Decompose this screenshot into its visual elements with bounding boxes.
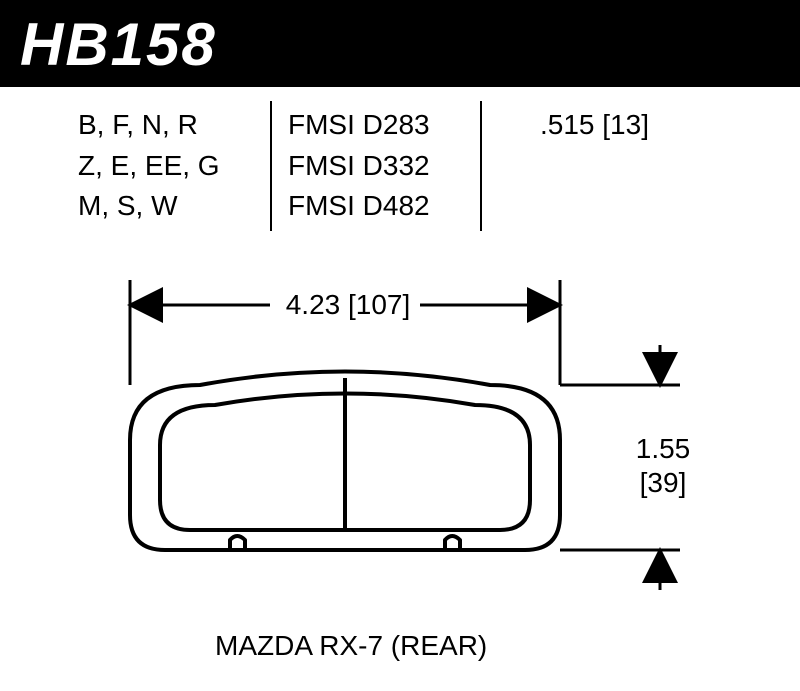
- thickness-value: .515 [13]: [540, 105, 662, 146]
- codes-line-1: B, F, N, R: [78, 105, 252, 146]
- divider-1-icon: [270, 101, 272, 231]
- application-caption: MAZDA RX-7 (REAR): [215, 630, 487, 662]
- codes-line-2: Z, E, EE, G: [78, 146, 252, 187]
- width-dimension-label: 4.23 [107]: [278, 288, 418, 322]
- header-bar: HB158: [0, 0, 800, 87]
- compound-codes-column: B, F, N, R Z, E, EE, G M, S, W: [60, 105, 270, 227]
- fmsi-line-3: FMSI D482: [288, 186, 462, 227]
- thickness-column: .515 [13]: [480, 105, 680, 227]
- specs-row: B, F, N, R Z, E, EE, G M, S, W FMSI D283…: [0, 87, 800, 227]
- height-dimension-label: 1.55 [39]: [628, 432, 698, 499]
- height-mm: [39]: [640, 467, 687, 498]
- part-number: HB158: [20, 10, 780, 79]
- codes-line-3: M, S, W: [78, 186, 252, 227]
- fmsi-line-2: FMSI D332: [288, 146, 462, 187]
- divider-2-icon: [480, 101, 482, 231]
- fmsi-line-1: FMSI D283: [288, 105, 462, 146]
- height-inches: 1.55: [636, 433, 691, 464]
- fmsi-column: FMSI D283 FMSI D332 FMSI D482: [270, 105, 480, 227]
- pad-diagram: 4.23 [107] 1.55 [39] MAZDA RX-7 (REAR): [0, 250, 800, 691]
